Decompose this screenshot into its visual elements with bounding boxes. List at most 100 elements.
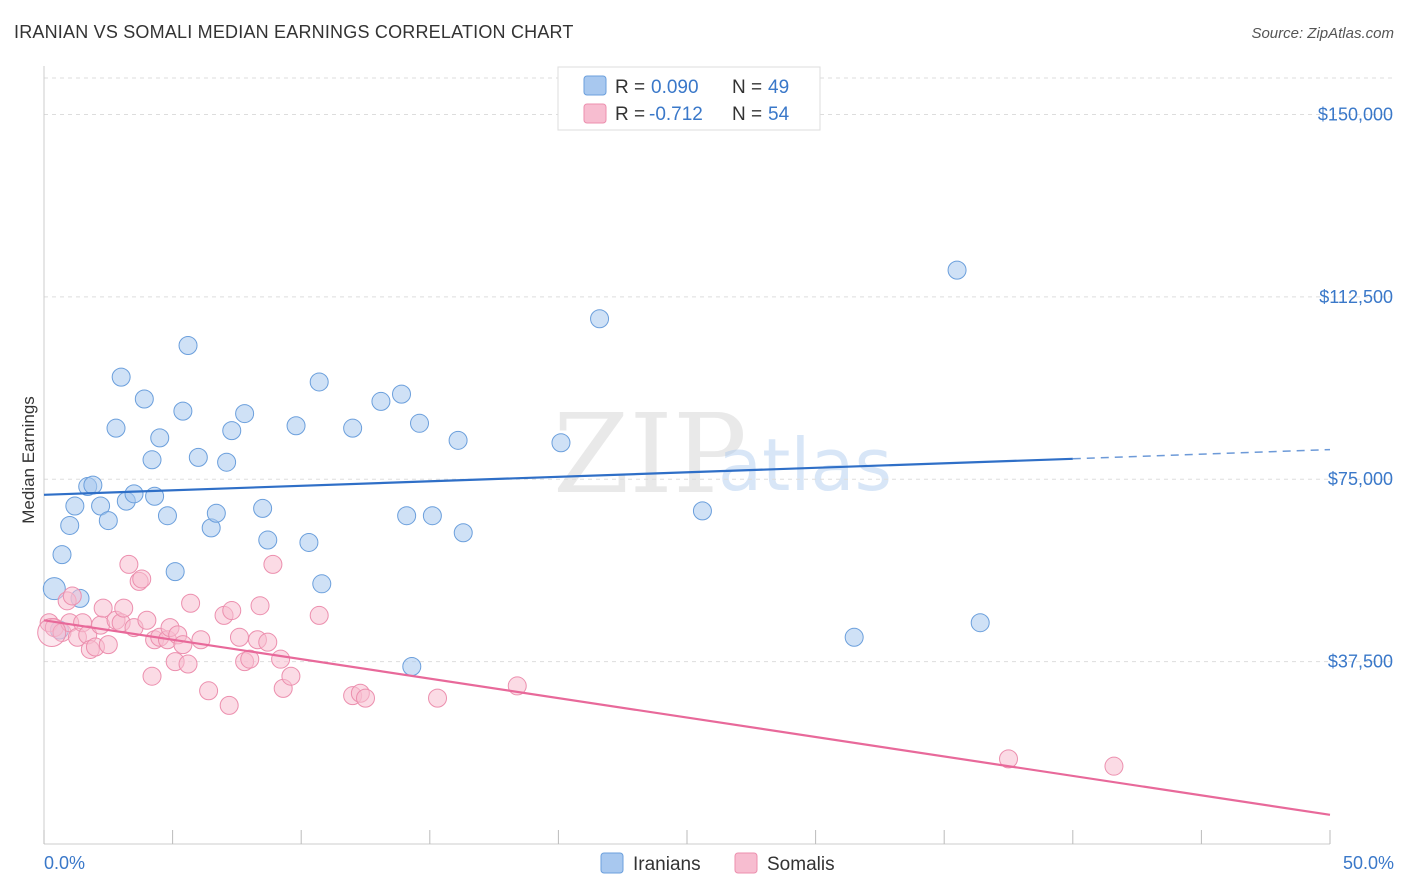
x-tick-labels: 0.0% 50.0% [44,853,1394,873]
iranians-point [448,430,468,450]
y-tick-label-0: $37,500 [1328,652,1393,672]
iranians-point [91,496,111,516]
iranians-point [206,503,226,523]
iranians-n-value: 49 [768,77,789,98]
iranians-point [60,515,80,535]
axes [43,66,1331,845]
iranians-point [98,511,118,531]
somalis-legend-swatch [734,852,758,874]
somalis-point [62,586,82,606]
iranians-point [343,418,363,438]
series-legend: Iranians Somalis [600,852,835,875]
iranians-trend-extension [1072,448,1331,460]
iranians-point [371,391,391,411]
somalis-stats-swatch [583,103,607,124]
y-tick-label-2: $112,500 [1319,287,1393,307]
iranians-point [692,501,712,521]
iranians-point [65,496,85,516]
somalis-n-label: N = [732,104,762,125]
grid [44,77,1394,663]
iranians-point [309,372,329,392]
iranians-point [397,506,417,526]
somalis-point [219,695,239,715]
somalis-point-cluster [37,617,67,647]
iranians-point [422,506,442,526]
somalis-legend-label: Somalis [767,854,835,875]
iranians-point [970,613,990,633]
iranians-point [402,656,422,676]
somalis-point [1104,756,1124,776]
iranians-point [134,389,154,409]
iranians-point [286,416,306,436]
y-tick-labels: $37,500 $75,000 $112,500 $150,000 [1318,104,1393,671]
somalis-point [137,610,157,630]
watermark-zip: ZIP [553,390,747,518]
iranians-point [111,367,131,387]
somalis-n-value: 54 [768,104,790,125]
y-tick-label-3: $150,000 [1318,104,1393,124]
iranians-n-label: N = [732,77,762,98]
trend-layer [43,448,1331,816]
iranians-point [157,506,177,526]
chart-source: Source: ZipAtlas.com [1251,25,1394,42]
iranians-point [42,577,66,601]
somalis-point [240,649,260,669]
iranians-point [124,484,144,504]
iranians-point [222,421,242,441]
somalis-point [132,569,152,589]
iranians-r-label: R = [615,77,645,98]
somalis-point [258,632,278,652]
somalis-point [263,554,283,574]
iranians-r-value: 0.090 [651,77,699,98]
chart-title: IRANIAN VS SOMALI MEDIAN EARNINGS CORREL… [14,22,574,42]
iranians-point [453,523,473,543]
somalis-point [271,649,291,669]
somalis-trend-line [43,619,1331,816]
somalis-point [173,635,193,655]
iranians-trend-line [43,457,1073,496]
iranians-point [83,475,103,495]
somalis-point [281,666,301,686]
iranians-point [947,260,967,280]
watermark: ZIP atlas [553,390,892,518]
somalis-point [119,554,139,574]
somalis-point [229,627,249,647]
iranians-point [52,545,72,565]
iranians-stats-swatch [583,75,607,96]
watermark-atlas: atlas [718,423,892,507]
somalis-point [142,666,162,686]
somalis-point [309,605,329,625]
somalis-point [356,688,375,708]
iranians-legend-label: Iranians [633,854,701,875]
x-tick-label-min: 0.0% [44,853,85,873]
iranians-point [188,447,208,467]
iranians-point [258,530,278,550]
y-tick-label-1: $75,000 [1328,469,1393,489]
iranians-point [312,574,332,594]
somalis-point [199,681,219,701]
y-axis-label: Median Earnings [19,396,38,524]
somalis-r-value: -0.712 [649,104,703,125]
iranians-point [173,401,193,421]
somalis-point [250,596,270,616]
somalis-point [93,598,113,618]
somalis-point [181,593,201,613]
x-tick-label-max: 50.0% [1343,853,1394,873]
somalis-r-label: R = [615,104,645,125]
iranians-point [299,532,319,552]
iranians-legend-swatch [600,852,624,874]
iranians-point [165,562,185,582]
somalis-point [178,654,198,674]
somalis-point [98,635,118,655]
iranians-point [410,413,430,433]
series-layer [37,260,1124,776]
somalis-point [222,601,242,621]
iranians-point [392,384,412,404]
somalis-point [114,598,134,618]
iranians-point [235,404,255,424]
iranians-point [178,335,198,355]
iranians-point [106,418,126,438]
iranians-point [844,627,864,647]
series-somalis [39,554,1124,776]
